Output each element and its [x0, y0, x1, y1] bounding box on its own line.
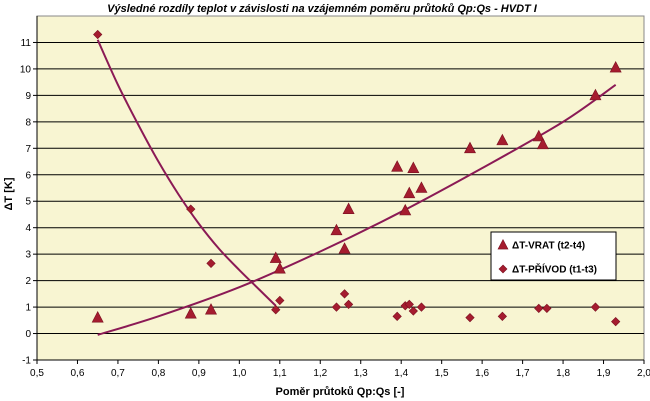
- x-tick-label: 1,0: [232, 368, 246, 379]
- y-tick-label: 11: [21, 38, 32, 49]
- x-tick-label: 2,0: [637, 368, 650, 379]
- grid-lines: [37, 41, 644, 361]
- marker-privod: [465, 313, 475, 323]
- plot-area: [36, 15, 645, 361]
- marker-vrat: [205, 303, 218, 315]
- x-tick-label: 1,3: [354, 368, 368, 379]
- marker-vrat: [536, 137, 549, 150]
- marker-privod: [408, 306, 418, 316]
- marker-privod: [331, 302, 342, 312]
- marker-vrat: [589, 88, 602, 101]
- legend-marker-privod: [498, 264, 508, 274]
- x-tick-label: 0,8: [151, 368, 165, 379]
- y-tick-label: 5: [25, 197, 31, 208]
- marker-privod: [534, 303, 544, 314]
- y-tick-label: 1: [25, 303, 31, 314]
- data-markers: [91, 29, 622, 327]
- legend-box: [490, 231, 617, 281]
- marker-privod: [590, 302, 601, 312]
- x-tick-label: 0,9: [192, 368, 206, 379]
- x-tick-label: 1,9: [597, 368, 611, 379]
- marker-vrat: [609, 60, 622, 73]
- marker-vrat: [407, 161, 420, 173]
- x-tick-label: 1,4: [394, 368, 408, 379]
- y-tick-label: 2: [25, 276, 31, 287]
- marker-vrat: [269, 251, 282, 263]
- marker-privod: [611, 317, 621, 327]
- x-tick-label: 0,7: [111, 368, 125, 379]
- marker-privod: [497, 311, 507, 321]
- marker-privod: [404, 299, 414, 310]
- x-tick-label: 1,8: [556, 368, 570, 379]
- y-tick-label: 3: [25, 250, 31, 261]
- marker-privod: [343, 299, 354, 310]
- x-tick-labels: 0,5 0,6 0,7 0,8 0,9 1,0 1,1 1,2 1,3 1,4 1,5 1,6 1,7 1…: [30, 368, 650, 379]
- marker-vrat: [496, 133, 509, 146]
- marker-vrat: [391, 160, 404, 172]
- marker-vrat: [403, 186, 416, 199]
- marker-privod: [542, 303, 552, 314]
- marker-vrat: [91, 311, 104, 323]
- marker-privod: [416, 302, 427, 312]
- y-tick-label: 10: [20, 64, 32, 75]
- x-tick-label: 0,6: [71, 368, 85, 379]
- legend-label-series-0: ΔT-VRAT (t2-t4): [512, 241, 585, 252]
- marker-privod: [339, 289, 350, 299]
- x-tick-label: 0,5: [30, 368, 44, 379]
- marker-privod: [275, 295, 285, 306]
- marker-vrat: [532, 129, 545, 142]
- axes: [33, 16, 645, 364]
- y-tick-label: 8: [25, 117, 31, 128]
- marker-privod: [392, 311, 402, 321]
- legend-label-series-1: ΔT-PŘÍVOD (t1-t3): [512, 263, 597, 276]
- marker-vrat: [338, 242, 351, 254]
- marker-vrat: [330, 223, 343, 236]
- y-tick-label: 6: [25, 170, 31, 181]
- x-tick-label: 1,1: [273, 368, 287, 379]
- y-tick-label: -1: [22, 356, 31, 367]
- y-axis-title: ΔT [K]: [3, 177, 15, 210]
- marker-vrat: [342, 202, 355, 214]
- marker-vrat: [415, 181, 428, 193]
- y-tick-label: 4: [25, 223, 31, 234]
- marker-vrat: [399, 203, 412, 216]
- marker-privod: [186, 204, 196, 214]
- x-tick-label: 1,2: [313, 368, 327, 379]
- marker-vrat: [463, 141, 476, 154]
- marker-vrat: [184, 307, 197, 319]
- x-tick-label: 1,7: [516, 368, 530, 379]
- chart-title: Výsledné rozdíly teplot v závislosti na …: [107, 3, 538, 15]
- y-tick-label: 0: [25, 329, 31, 340]
- x-tick-label: 1,6: [475, 368, 489, 379]
- marker-vrat: [273, 262, 286, 274]
- y-tick-label: 7: [25, 144, 31, 155]
- y-tick-labels: -1 0 1 2 3 4 5 6 7 8 9 10 11: [20, 38, 32, 367]
- x-tick-label: 1,5: [435, 368, 449, 379]
- legend: ΔT-VRAT (t2-t4) ΔT-PŘÍVOD (t1-t3): [490, 231, 617, 281]
- x-axis-title: Poměr průtoků Qp:Qs [-]: [276, 386, 405, 398]
- marker-privod: [271, 305, 281, 315]
- marker-privod: [206, 258, 216, 269]
- marker-privod: [93, 29, 103, 40]
- legend-marker-vrat: [497, 238, 509, 250]
- y-tick-label: 9: [25, 91, 31, 102]
- trendline-series-0: [97, 83, 617, 336]
